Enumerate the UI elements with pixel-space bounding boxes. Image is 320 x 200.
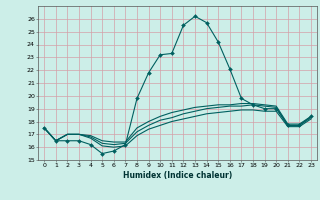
X-axis label: Humidex (Indice chaleur): Humidex (Indice chaleur) [123, 171, 232, 180]
